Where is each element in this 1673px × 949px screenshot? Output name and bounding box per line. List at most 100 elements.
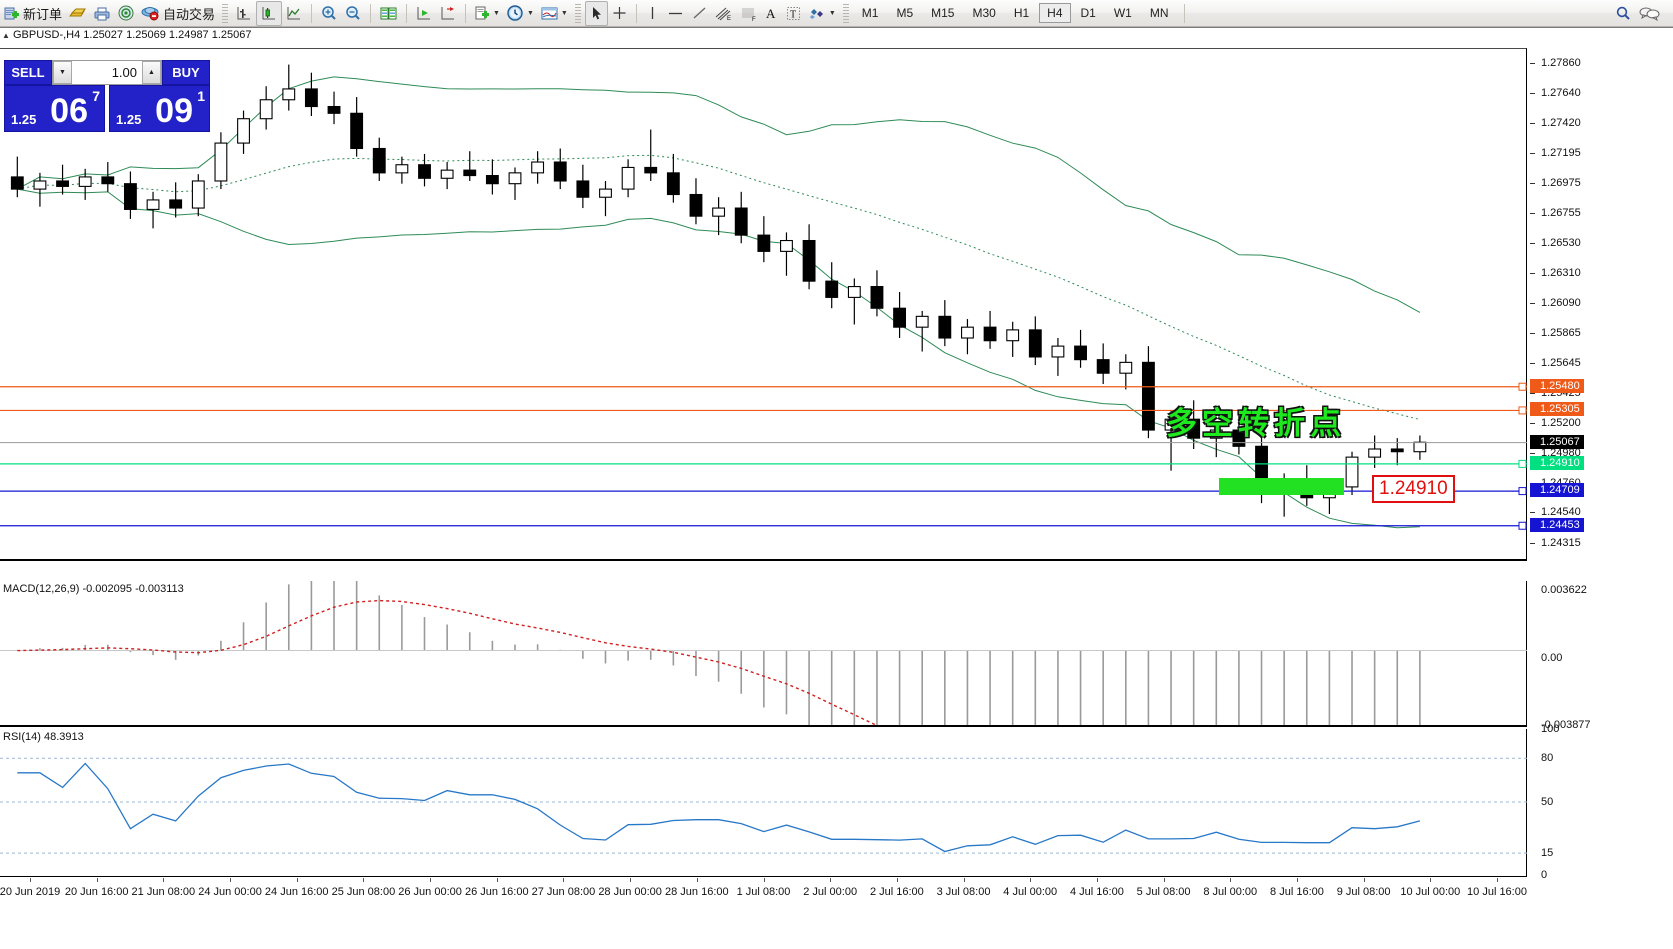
price-tick: 1.27860	[1528, 57, 1673, 70]
text-icon: A	[764, 5, 779, 22]
rsi-pane[interactable]	[0, 729, 1527, 877]
zoom-in-button[interactable]	[317, 1, 341, 26]
price-level-badge-support[interactable]: 1.24453	[1530, 517, 1584, 532]
price-level-badge-target[interactable]: 1.24910	[1530, 455, 1584, 470]
time-axis-label: 2 Jul 00:00	[803, 886, 858, 898]
gold-bars-button[interactable]	[65, 1, 90, 26]
sell-price-display[interactable]: 1.25 06 7	[4, 85, 105, 132]
timeframe-m15[interactable]: M15	[931, 6, 955, 20]
bar-chart-button[interactable]	[232, 1, 256, 26]
indicators-button[interactable]: ▼	[537, 1, 571, 26]
chevron-down-icon[interactable]: ▼	[560, 9, 568, 17]
candlestick-chart-button[interactable]	[256, 0, 283, 26]
macd-indicator-label[interactable]: MACD(12,26,9) -0.002095 -0.003113	[3, 583, 184, 595]
text-button[interactable]: A	[761, 1, 782, 26]
zoom-in-icon	[320, 5, 338, 22]
volume-value[interactable]: 1.00	[111, 65, 137, 80]
symbol-header-text: GBPUSD-,H4 1.25027 1.25069 1.24987 1.250…	[12, 29, 252, 41]
buy-price-display[interactable]: 1.25 09 1	[109, 85, 210, 132]
sell-button[interactable]: SELL	[4, 60, 52, 85]
time-axis-label: 25 Jun 08:00	[331, 886, 396, 898]
turning-point-annotation[interactable]: 多空转折点	[1166, 406, 1346, 441]
horizontal-line-icon	[666, 5, 685, 22]
crosshair-button[interactable]	[608, 1, 631, 26]
print-button[interactable]	[90, 1, 114, 26]
period-button[interactable]: ▼	[503, 1, 537, 26]
templates-button[interactable]: ▼	[471, 1, 503, 26]
timeframe-m1[interactable]: M1	[861, 6, 879, 20]
chevron-down-icon[interactable]: ▼	[828, 9, 836, 17]
volume-up-button[interactable]: ▲	[142, 61, 161, 84]
time-axis-label: 9 Jul 08:00	[1336, 886, 1391, 898]
gold-bars-icon	[68, 5, 87, 22]
time-axis-label: 8 Jul 16:00	[1270, 886, 1324, 898]
toolbar-grip-tools[interactable]	[574, 3, 581, 23]
timeframe-h4[interactable]: H4	[1039, 3, 1071, 23]
new-order-button[interactable]: 新订单	[0, 1, 65, 26]
price-level-badge-current[interactable]: 1.25067	[1530, 434, 1584, 449]
chevron-down-icon[interactable]: ▼	[493, 9, 500, 17]
volume-dropdown-button[interactable]: ▼	[53, 61, 72, 84]
price-tick: 1.27420	[1528, 117, 1673, 130]
zoom-out-button[interactable]	[341, 1, 365, 26]
equidistant-channel-icon: E	[714, 5, 733, 22]
rsi-chart-svg	[0, 757, 1527, 854]
price-level-badge-resistance[interactable]: 1.25480	[1530, 378, 1584, 393]
time-tick	[630, 878, 632, 882]
price-level-badge-resistance[interactable]: 1.25305	[1530, 402, 1584, 417]
time-axis-label: 10 Jul 16:00	[1467, 886, 1527, 898]
search-button[interactable]	[1611, 1, 1635, 26]
time-tick	[896, 878, 898, 882]
auto-scroll-button[interactable]	[412, 1, 436, 26]
price-tick: 1.24315	[1528, 537, 1673, 550]
chart-window[interactable]: ▲ GBPUSD-,H4 1.25027 1.25069 1.24987 1.2…	[0, 27, 1673, 949]
sell-price-big: 06	[50, 92, 88, 130]
time-tick	[1497, 878, 1498, 882]
price-callout-label[interactable]: 1.24910	[1372, 475, 1455, 503]
line-chart-button[interactable]	[282, 1, 306, 26]
rsi-axis-label: 0	[1541, 869, 1548, 881]
timeframe-mn[interactable]: MN	[1149, 6, 1169, 20]
vertical-line-button[interactable]	[642, 1, 663, 26]
autotrading-button[interactable]: 自动交易	[138, 1, 218, 26]
time-axis-label: 27 Jun 08:00	[531, 886, 596, 898]
price-level-badge-support[interactable]: 1.24709	[1530, 483, 1584, 498]
price-tick: 1.26090	[1528, 297, 1673, 310]
timeframe-m5[interactable]: M5	[896, 6, 914, 20]
green-highlight-box[interactable]	[1219, 478, 1344, 495]
time-axis-label: 26 Jun 00:00	[398, 886, 462, 898]
price-tick: 1.25865	[1528, 327, 1673, 340]
equidistant-channel-button[interactable]: E	[711, 1, 736, 26]
timeframe-w1[interactable]: W1	[1113, 6, 1132, 20]
toolbar-grip-charts[interactable]	[222, 3, 229, 23]
trendline-button[interactable]	[688, 1, 711, 26]
timeframe-h1[interactable]: H1	[1013, 6, 1030, 20]
price-axis[interactable]: 1.27860 1.27640 1.27420 1.27195 1.26975 1.267…	[1528, 28, 1673, 949]
time-axis-label: 28 Jun 00:00	[598, 886, 662, 898]
time-axis[interactable]: 20 Jun 2019 20 Jun 16:00 21 Jun 08:00 24 Ju…	[0, 878, 1527, 918]
toolbar-grip-timeframes[interactable]	[842, 3, 849, 23]
text-label-icon: T	[785, 5, 802, 22]
timeframe-m30[interactable]: M30	[972, 6, 996, 20]
svg-text:F: F	[752, 17, 756, 22]
data-window-button[interactable]	[376, 1, 401, 26]
one-click-trading-panel[interactable]: SELL ▼ 1.00 ▲ BUY 1.25 06 7 1.25 09 1	[4, 60, 210, 132]
macd-pane[interactable]	[0, 581, 1527, 727]
chevron-down-icon[interactable]: ▼	[526, 9, 534, 17]
chart-shift-button[interactable]	[436, 1, 460, 26]
buy-price-prefix: 1.25	[116, 112, 142, 127]
collapse-icon[interactable]: ▲	[2, 31, 10, 40]
fibonacci-button[interactable]: F	[736, 1, 761, 26]
cursor-button[interactable]	[584, 0, 608, 26]
period-icon	[506, 4, 525, 22]
signals-button[interactable]	[114, 1, 138, 26]
horizontal-line-button[interactable]	[663, 1, 688, 26]
time-tick	[1096, 878, 1098, 882]
volume-input[interactable]: ▼ 1.00 ▲	[52, 60, 162, 85]
rsi-indicator-label[interactable]: RSI(14) 48.3913	[3, 731, 84, 743]
text-label-button[interactable]: T	[782, 1, 805, 26]
objects-button[interactable]: ▼	[805, 1, 839, 26]
timeframe-d1[interactable]: D1	[1080, 6, 1096, 20]
buy-button[interactable]: BUY	[162, 60, 210, 85]
chat-button[interactable]	[1635, 1, 1663, 26]
